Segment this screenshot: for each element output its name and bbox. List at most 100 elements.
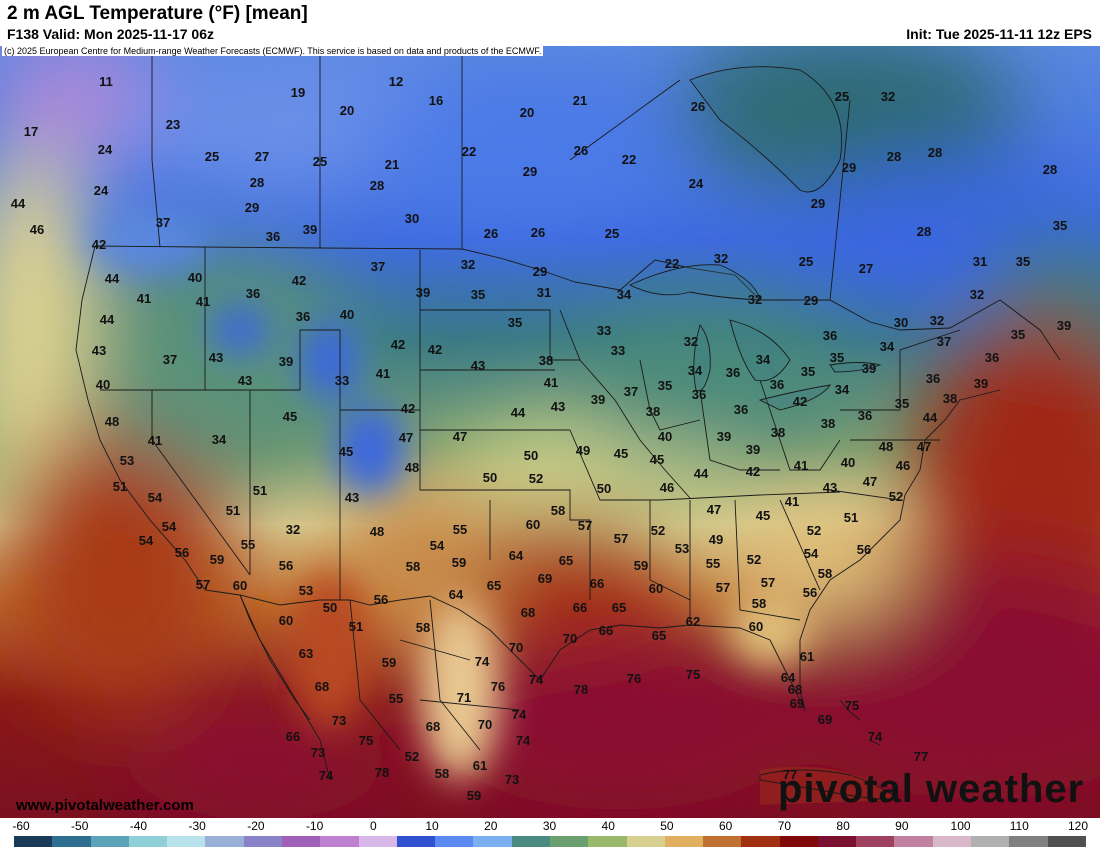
temperature-label: 40: [658, 429, 672, 444]
temperature-label: 43: [551, 399, 565, 414]
temperature-label: 59: [467, 788, 481, 803]
temperature-label: 78: [375, 765, 389, 780]
colorbar-tick-label: 30: [542, 819, 557, 833]
temperature-label: 25: [799, 254, 813, 269]
colorbar-tick-label: -30: [188, 819, 206, 833]
colorbar-tick-label: 0: [369, 819, 377, 833]
temperature-label: 50: [323, 600, 337, 615]
temperature-label: 73: [311, 745, 325, 760]
temperature-label: 45: [614, 446, 628, 461]
temperature-label: 77: [914, 749, 928, 764]
temperature-label: 56: [857, 542, 871, 557]
colorbar-tick-label: 70: [777, 819, 792, 833]
colorbar-segment: [396, 836, 436, 847]
temperature-label: 69: [790, 696, 804, 711]
temperature-label: 44: [694, 466, 709, 481]
temperature-label: 44: [923, 410, 938, 425]
temperature-label: 75: [686, 667, 700, 682]
temperature-label: 28: [928, 145, 942, 160]
temperature-label: 66: [573, 600, 587, 615]
temperature-label: 61: [473, 758, 487, 773]
temperature-label: 35: [658, 378, 672, 393]
temperature-label: 28: [1043, 162, 1057, 177]
temperature-label: 65: [652, 628, 666, 643]
temperature-label: 60: [749, 619, 763, 634]
temperature-label: 47: [917, 439, 931, 454]
temperature-label: 34: [212, 432, 227, 447]
temperature-label: 43: [92, 343, 106, 358]
temperature-label: 63: [299, 646, 313, 661]
temperature-label: 57: [614, 531, 628, 546]
temperature-label: 24: [689, 176, 704, 191]
temperature-label: 42: [401, 401, 415, 416]
temperature-label: 29: [533, 264, 547, 279]
temperature-label: 68: [315, 679, 329, 694]
colorbar-segment: [856, 836, 895, 847]
model-init-time: Init: Tue 2025-11-11 12z EPS: [906, 26, 1092, 42]
colorbar-segment: [703, 836, 742, 847]
colorbar-segment: [779, 836, 818, 847]
temperature-label: 64: [449, 587, 464, 602]
temperature-label: 43: [823, 480, 837, 495]
map-boundaries: [75, 46, 1061, 801]
colorbar-tick-label: 10: [425, 819, 439, 833]
temperature-label: 29: [804, 293, 818, 308]
colorbar-segment: [90, 836, 129, 847]
temperature-label: 23: [166, 117, 180, 132]
temperature-map[interactable]: 11 12 19 16 20 20 21 26 25 32 17 23 24 25 27 25 21 22 26 22…: [0, 46, 1100, 818]
temperature-label: 47: [399, 430, 413, 445]
temperature-label: 70: [478, 717, 492, 732]
temperature-label: 57: [716, 580, 730, 595]
temperature-label: 73: [505, 772, 519, 787]
temperature-label: 61: [800, 649, 814, 664]
colorbar-segment: [1009, 836, 1048, 847]
temperature-label: 29: [245, 200, 259, 215]
temperature-label: 37: [624, 384, 638, 399]
temperature-label: 47: [707, 502, 721, 517]
temperature-label: 49: [709, 532, 723, 547]
website-url[interactable]: www.pivotalweather.com: [16, 797, 194, 814]
temperature-label: 52: [807, 523, 821, 538]
temperature-label: 37: [156, 215, 170, 230]
map-title: 2 m AGL Temperature (°F) [mean]: [7, 3, 308, 24]
temperature-label: 40: [188, 270, 202, 285]
temperature-label: 21: [573, 93, 587, 108]
temperature-label: 42: [793, 394, 807, 409]
temperature-label: 43: [471, 358, 485, 373]
temperature-label: 44: [105, 271, 120, 286]
temperature-label: 35: [801, 364, 815, 379]
colorbar-segment: [435, 836, 474, 847]
temperature-label: 42: [391, 337, 405, 352]
temperature-label: 38: [539, 353, 553, 368]
temperature-label: 35: [895, 396, 909, 411]
temperature-label: 47: [863, 474, 877, 489]
temperature-label: 48: [879, 439, 893, 454]
temperature-label: 56: [374, 592, 388, 607]
temperature-label: 65: [559, 553, 573, 568]
temperature-label: 40: [841, 455, 855, 470]
temperature-label: 76: [491, 679, 505, 694]
temperature-label: 39: [1057, 318, 1071, 333]
temperature-label: 43: [345, 490, 359, 505]
temperature-label: 70: [563, 631, 577, 646]
temperature-label: 70: [509, 640, 523, 655]
temperature-label: 34: [756, 352, 771, 367]
colorbar-segment: [167, 836, 206, 847]
colorbar-tick-label: 100: [950, 819, 971, 833]
temperature-label: 36: [985, 350, 999, 365]
colorbar-ticks: -60 -50 -40 -30 -20 -10 0 10 20 30 40 50 60 70 80 90 100…: [0, 819, 1100, 833]
colorbar-tick-label: 110: [1009, 819, 1029, 833]
temperature-label: 41: [376, 366, 390, 381]
temperature-label: 58: [752, 596, 766, 611]
temperature-label: 19: [291, 85, 305, 100]
temperature-label: 32: [970, 287, 984, 302]
temperature-label: 22: [665, 256, 679, 271]
colorbar-tick-label: -60: [12, 819, 30, 833]
colorbar-segment: [1047, 836, 1086, 847]
temperature-label: 28: [370, 178, 384, 193]
temperature-label: 68: [788, 682, 802, 697]
temperature-label: 36: [726, 365, 740, 380]
temperature-label: 17: [24, 124, 38, 139]
temperature-label: 36: [770, 377, 784, 392]
temperature-label: 36: [734, 402, 748, 417]
